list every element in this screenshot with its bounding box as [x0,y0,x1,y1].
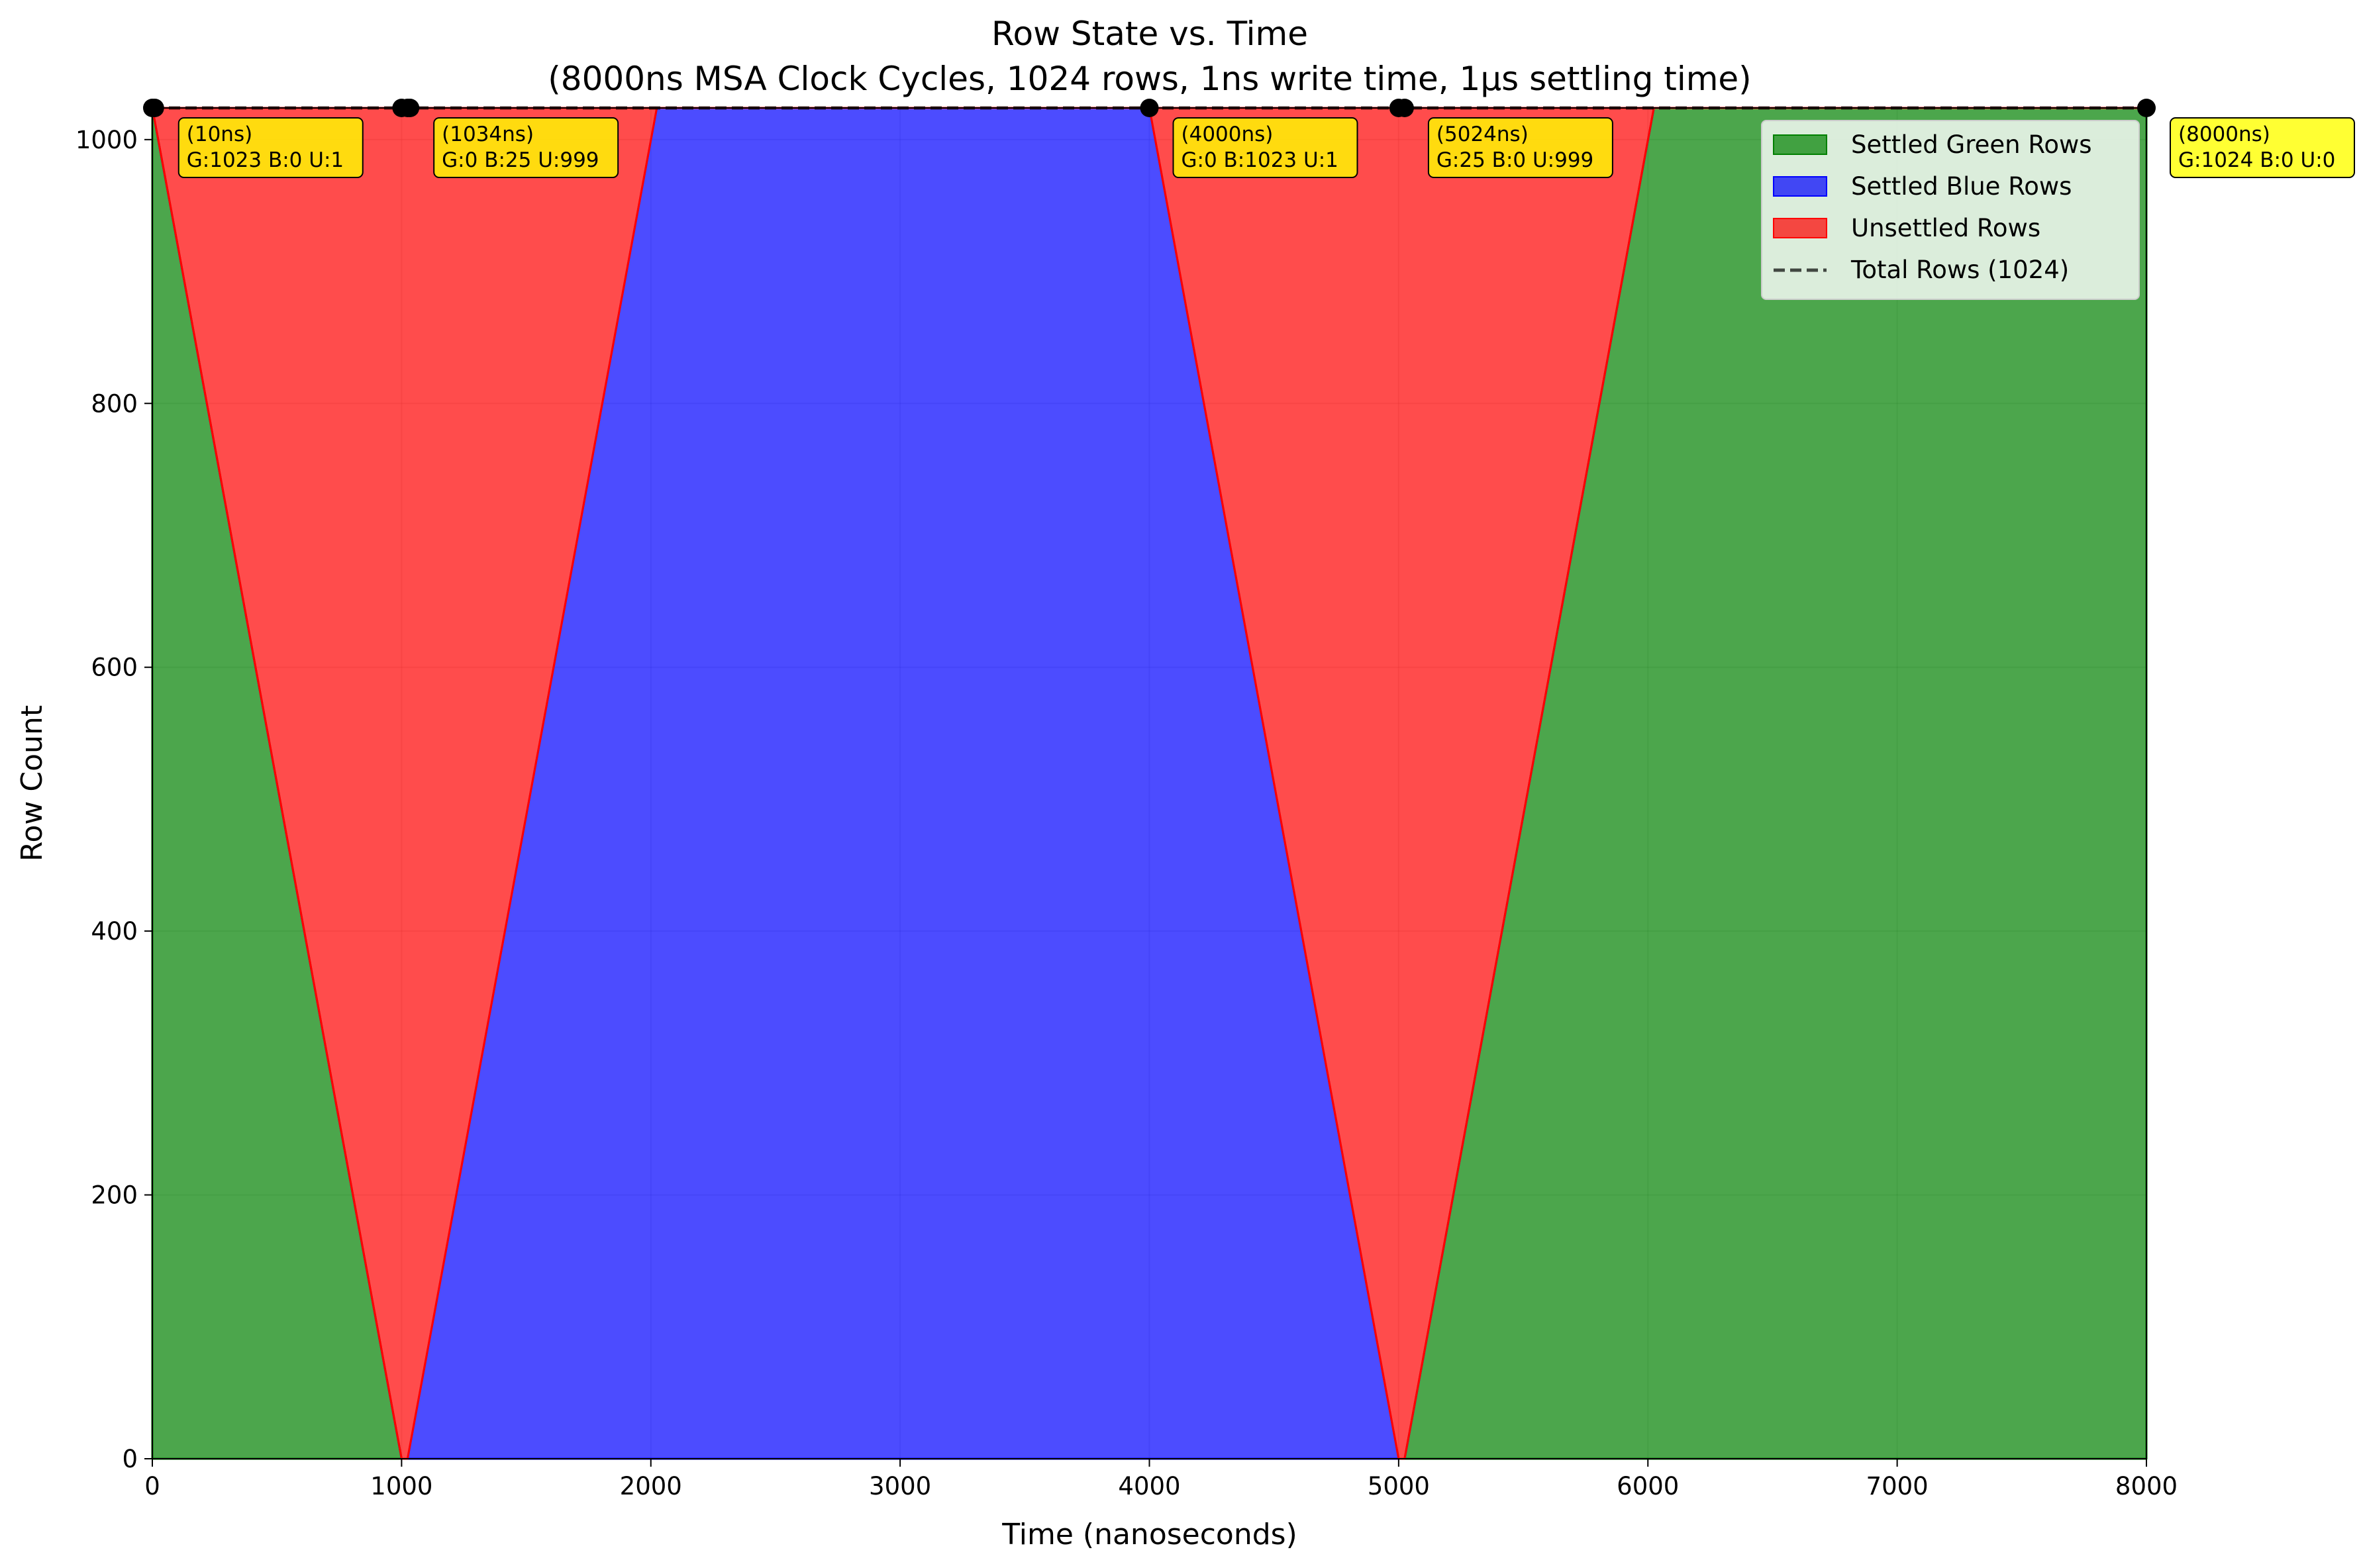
data-markers [143,99,2156,117]
y-tick-label: 1000 [75,126,138,154]
point-annotations: (10ns)G:1023 B:0 U:1 (1034ns)G:0 B:25 U:9… [177,117,2355,178]
x-tick-label: 5000 [1368,1472,1430,1500]
y-tick-label: 0 [122,1445,138,1473]
annotation-counts: G:0 B:25 U:999 [442,148,599,172]
x-tick-label: 7000 [1866,1472,1929,1500]
y-tick-label: 800 [91,389,138,418]
annotation-counts: G:1024 B:0 U:0 [2178,148,2335,172]
y-tick-label: 400 [91,917,138,946]
x-tick-label: 6000 [1617,1472,1679,1500]
legend-box [1761,120,2140,300]
annotation: (4000ns)G:0 B:1023 U:1 [1172,117,1358,178]
annotation: (5024ns)G:25 B:0 U:999 [1427,117,1613,178]
annotation-box [1427,117,1613,178]
x-tick-label: 2000 [620,1472,682,1500]
annotation-counts: G:25 B:0 U:999 [1436,148,1593,172]
y-tick-label: 200 [91,1181,138,1210]
chart-title: Row State vs. Time [991,15,1308,53]
annotation-time: (4000ns) [1182,122,1274,146]
x-tick-label: 1000 [370,1472,432,1500]
x-tick-label: 4000 [1118,1472,1180,1500]
legend: Settled Green Rows Settled Blue Rows Uns… [1761,120,2140,300]
x-axis-label: Time (nanoseconds) [1001,1518,1297,1551]
legend-label-total: Total Rows (1024) [1850,256,2069,284]
annotation: (1034ns)G:0 B:25 U:999 [433,117,619,178]
legend-label-green: Settled Green Rows [1851,130,2092,159]
annotation-time: (1034ns) [442,122,534,146]
annotation-time: (10ns) [187,122,252,146]
annotation-box [177,117,364,178]
legend-swatch-blue [1773,176,1827,197]
x-tick-label: 8000 [2115,1472,2178,1500]
annotation: (8000ns)G:1024 B:0 U:0 [2170,117,2355,178]
annotation-box [1172,117,1358,178]
annotation-time: (8000ns) [2178,122,2270,146]
y-tick-label: 600 [91,654,138,682]
annotation-counts: G:0 B:1023 U:1 [1182,148,1338,172]
legend-label-blue: Settled Blue Rows [1851,172,2072,201]
axis-ticks: 0 1000 2000 3000 4000 5000 6000 7000 8000 0 200 400… [75,126,2178,1500]
y-axis-label: Row Count [15,705,49,861]
annotation-box [2170,117,2355,178]
annotation: (10ns)G:1023 B:0 U:1 [177,117,364,178]
legend-label-red: Unsettled Rows [1851,214,2040,242]
stacked-areas [151,107,2148,1460]
legend-swatch-red [1773,218,1827,238]
annotation-box [433,117,619,178]
annotation-counts: G:1023 B:0 U:1 [187,148,344,172]
x-tick-label: 0 [144,1472,160,1500]
x-tick-label: 3000 [869,1472,931,1500]
legend-swatch-green [1773,134,1827,155]
chart-subtitle: (8000ns MSA Clock Cycles, 1024 rows, 1ns… [548,60,1751,98]
annotation-time: (5024ns) [1436,122,1529,146]
